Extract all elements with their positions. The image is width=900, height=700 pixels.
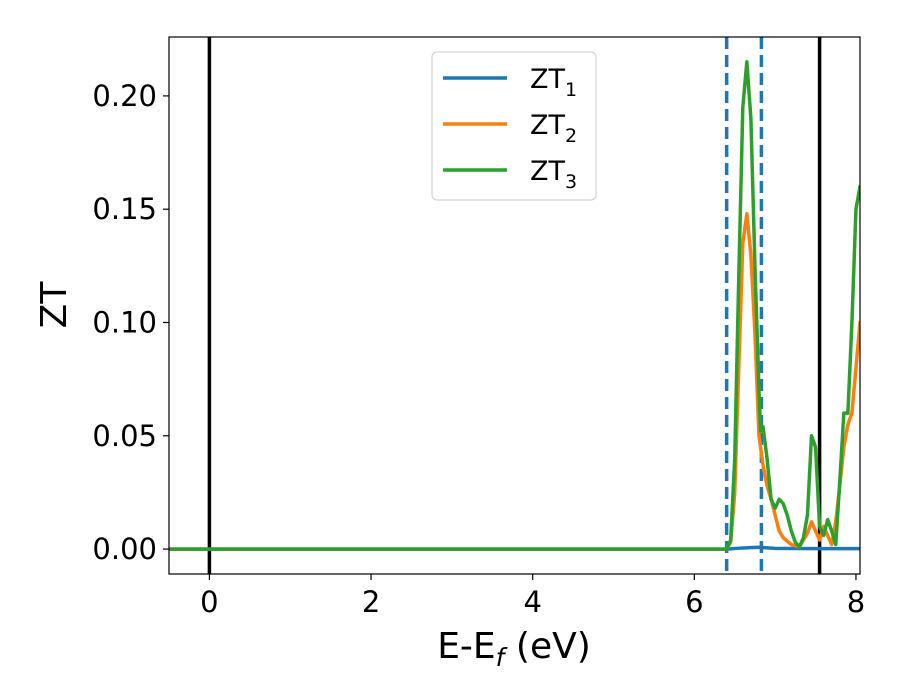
x-tick-label: 8 — [847, 585, 865, 619]
series-line-zt3 — [169, 60, 860, 551]
y-tick-label: 0.05 — [92, 419, 157, 453]
series-lines — [169, 60, 860, 551]
y-tick-label: 0.10 — [92, 305, 157, 339]
y-tick-label: 0.00 — [92, 532, 157, 566]
x-axis-label: E-Ef (eV) — [437, 626, 591, 672]
legend-box — [431, 51, 597, 201]
y-axis-label: ZT — [34, 281, 75, 329]
x-tick-label: 6 — [685, 585, 703, 619]
reference-lines — [207, 37, 822, 574]
y-axis: 0.00 0.05 0.10 0.15 0.20 — [92, 79, 169, 566]
x-tick-label: 2 — [362, 585, 380, 619]
y-tick-label: 0.20 — [92, 79, 157, 113]
legend-entry-zt3: ZT3 — [443, 156, 577, 193]
plot-frame — [168, 36, 861, 575]
x-axis: 0 2 4 6 8 — [200, 574, 865, 619]
legend-label: ZT3 — [530, 156, 577, 193]
legend-entry-zt2: ZT2 — [443, 110, 577, 147]
x-tick-label: 0 — [200, 585, 218, 619]
legend-entry-zt1: ZT1 — [443, 64, 577, 101]
legend-label: ZT1 — [530, 64, 577, 101]
legend-label: ZT2 — [530, 110, 577, 147]
x-tick-label: 4 — [523, 585, 541, 619]
legend: ZT1 ZT2 ZT3 — [431, 51, 597, 201]
y-tick-label: 0.15 — [92, 192, 157, 226]
